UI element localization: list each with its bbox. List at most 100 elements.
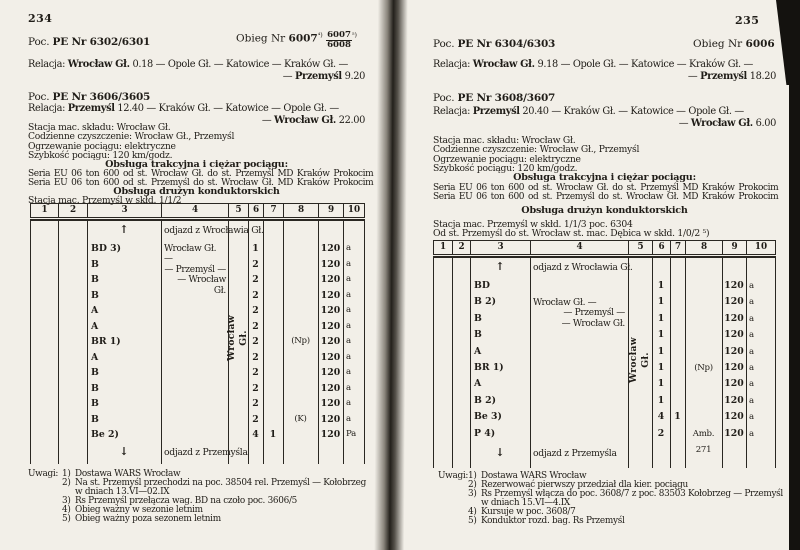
route-line: — Wrocław Gł. bbox=[177, 275, 226, 296]
brake-col10: Pa bbox=[346, 428, 356, 439]
wagon-type: A bbox=[474, 377, 482, 389]
obieg-label: Obieg Nr bbox=[693, 38, 743, 50]
speed-col9: 120 bbox=[724, 312, 744, 324]
circulation-heading: Obieg Nr 6006 bbox=[693, 38, 775, 50]
column-divider bbox=[161, 220, 162, 464]
train-number: PE Nr 3606/3605 bbox=[52, 91, 151, 103]
header-double-rule bbox=[433, 256, 776, 258]
scan-edge-band bbox=[789, 0, 800, 550]
note-col8: (Np) bbox=[291, 335, 310, 346]
page-left: 234 Poc. PE Nr 6302/6301 Obieg Nr 6007⁴)… bbox=[28, 12, 374, 524]
column-divider bbox=[263, 220, 264, 464]
count-col6: 2 bbox=[252, 413, 259, 425]
wagon-type: Be 2) bbox=[91, 428, 119, 440]
info-line: Ogrzewanie pociągu: elektryczne bbox=[433, 153, 581, 165]
relation-label: Relacja: bbox=[433, 59, 471, 70]
speed-col9: 120 bbox=[320, 320, 341, 332]
wagon-row: B 2 (K) 120 a bbox=[30, 412, 365, 428]
wagon-type: A bbox=[91, 304, 99, 316]
remark-number: 5) bbox=[62, 514, 71, 524]
route-line: Wrocław Gł. — bbox=[164, 243, 217, 265]
relation-station: Wrocław Gł. bbox=[67, 59, 130, 70]
table-body: ↑ odjazd z Wrocławia Gł. Wrocław Gł. — —… bbox=[433, 257, 776, 468]
wagon-row: B 2 120 a bbox=[30, 288, 365, 304]
relation-line-b-cont: — Wrocław Gł. 6.00 bbox=[433, 118, 777, 129]
remarks-label: Uwagi: bbox=[28, 469, 59, 479]
wagon-row: B 2) 1 120 a bbox=[433, 393, 776, 409]
route-line: — Przemyśl — bbox=[164, 264, 226, 275]
count-col6: 1 bbox=[657, 377, 665, 389]
column-divider bbox=[530, 257, 531, 468]
wagon-type: BD 3) bbox=[91, 242, 122, 254]
speed-col9: 120 bbox=[320, 258, 341, 270]
wagon-type: A bbox=[91, 351, 99, 363]
column-divider bbox=[685, 257, 686, 468]
speed-col9: 120 bbox=[320, 382, 341, 394]
relation-rest: 20.40 — Kraków Gł. — Katowice — Opole Gł… bbox=[522, 106, 744, 117]
count-col6: 4 bbox=[252, 428, 259, 440]
series-line: Seria EU 06 ton 600 od st. Przemyśl do s… bbox=[28, 178, 374, 189]
count-col6: 1 bbox=[657, 328, 665, 340]
train-info-block: Stacja mac. składu: Wrocław Gł. Codzienn… bbox=[433, 136, 639, 173]
remark-item: 3) Rs Przemyśl przełącza wag. BD na czoł… bbox=[62, 497, 373, 506]
relation-line-a: Relacja: Wrocław Gł. 9.18 — Opole Gł. — … bbox=[433, 59, 776, 70]
remark-text: Obieg ważny w sezonie letnim bbox=[75, 505, 203, 515]
remark-text: Konduktor rozd. bag. Rs Przemyśl bbox=[481, 516, 625, 526]
wagon-row: B 2 120 a bbox=[30, 272, 365, 288]
wagon-row: A 2 120 a bbox=[30, 303, 365, 319]
brake-col10: a bbox=[346, 351, 351, 362]
relation-station: Wrocław Gł. bbox=[274, 115, 336, 126]
departure-note-top: odjazd z Wrocławia Gł. bbox=[164, 224, 264, 236]
wagon-row: A 2 120 a bbox=[30, 319, 365, 335]
count-col6: 2 bbox=[252, 320, 259, 332]
remark-item: 3) Rs Przemyśl włącza do poc. 3608/7 z p… bbox=[468, 490, 783, 508]
remark-text: Obieg ważny poza sezonem letnim bbox=[75, 514, 221, 524]
relation-station: Przemyśl bbox=[700, 71, 747, 82]
remark-item: 1) Dostawa WARS Wrocław bbox=[62, 470, 373, 479]
column-divider bbox=[452, 257, 453, 468]
arrow-down-icon: ↓ bbox=[495, 445, 505, 459]
col-header: 9 bbox=[723, 241, 747, 254]
train-heading-b: Poc. PE Nr 3606/3605 bbox=[28, 91, 150, 103]
col-header: 7 bbox=[671, 241, 686, 254]
dash: — bbox=[678, 118, 689, 129]
count-col6: 2 bbox=[252, 335, 259, 347]
brake-col10: a bbox=[749, 378, 754, 389]
brake-col10: a bbox=[749, 362, 754, 373]
fraction-bottom: 6008 bbox=[327, 40, 351, 51]
brake-col10: a bbox=[346, 397, 351, 408]
speed-col9: 120 bbox=[724, 345, 744, 357]
col-header: 8 bbox=[686, 241, 723, 254]
dash: — bbox=[687, 71, 698, 82]
train-number: PE Nr 3608/3607 bbox=[457, 92, 556, 104]
wagon-row: B 2 120 a bbox=[30, 396, 365, 412]
relation-line-b: Relacja: Przemyśl 20.40 — Kraków Gł. — K… bbox=[433, 106, 776, 117]
conductors-heading: Obsługa drużyn konduktorskich bbox=[521, 205, 688, 216]
count-col6: 2 bbox=[252, 289, 259, 301]
remark-item: 2) Rezerwować pierwszy przedział dla kie… bbox=[468, 481, 768, 490]
wagon-type: B 2) bbox=[474, 394, 496, 406]
remark-text: Rezerwować pierwszy przedział dla kier. … bbox=[481, 480, 688, 490]
remark-text: Kursuje w poc. 3608/7 bbox=[481, 507, 576, 517]
relation-label: Relacja: bbox=[28, 103, 66, 114]
relation-line-b: Relacja: Przemyśl 12.40 — Kraków Gł. — K… bbox=[28, 103, 365, 114]
wagon-type: BR 1) bbox=[91, 335, 121, 347]
wagon-row: B 1 120 a bbox=[433, 311, 776, 327]
series-line: Seria EU 06 ton 600 od st. Wrocław Gł. d… bbox=[28, 169, 374, 179]
count-col6: 1 bbox=[657, 279, 665, 291]
train-number: PE Nr 6302/6301 bbox=[52, 36, 151, 48]
brake-col10: a bbox=[749, 329, 754, 340]
column-divider bbox=[670, 257, 671, 468]
col-header: 3 bbox=[88, 204, 162, 217]
series-line: Seria EU 06 ton 600 od st. Wrocław Gł. d… bbox=[433, 183, 779, 193]
relation-time: 6.00 bbox=[755, 118, 777, 129]
wagon-row: B 2 120 a bbox=[30, 381, 365, 397]
wagon-row: Be 2) 4 1 120 Pa bbox=[30, 427, 365, 443]
speed-col9: 120 bbox=[724, 295, 744, 307]
train-heading-a: Poc. PE Nr 6304/6303 bbox=[433, 38, 555, 50]
speed-col9: 120 bbox=[320, 428, 341, 440]
col-header: 5 bbox=[229, 204, 249, 217]
wagon-type: A bbox=[91, 320, 99, 332]
speed-col9: 120 bbox=[724, 279, 744, 291]
